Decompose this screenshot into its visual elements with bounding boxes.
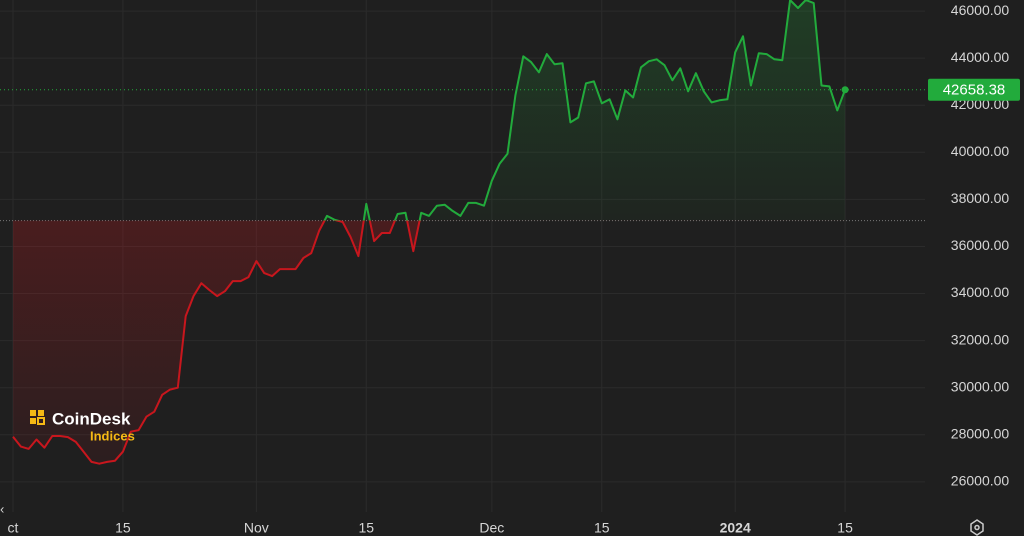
scroll-left[interactable]: ‹ <box>0 501 4 516</box>
x-tick-label: 15 <box>837 520 853 536</box>
x-tick-label: Nov <box>244 520 269 536</box>
price-tag-label: 42658.38 <box>943 82 1006 99</box>
x-tick-label: 15 <box>115 520 131 536</box>
price-line <box>12 0 847 465</box>
y-tick-label: 46000.00 <box>951 2 1010 18</box>
y-tick-label: 34000.00 <box>951 284 1010 300</box>
settings-icon-center <box>974 524 980 531</box>
logo-icon <box>37 417 45 425</box>
price-tag <box>928 78 1020 101</box>
y-tick-label: 26000.00 <box>951 473 1010 489</box>
x-tick-label: 15 <box>358 520 374 536</box>
y-tick-label: 36000.00 <box>951 237 1010 253</box>
baseline-area <box>13 0 846 464</box>
logo-icon <box>30 410 36 416</box>
x-tick-label: ct <box>8 520 19 536</box>
y-tick-label: 30000.00 <box>951 378 1010 394</box>
x-tick-label: 15 <box>594 520 610 536</box>
logo-name: CoinDesk <box>52 409 131 428</box>
y-tick-label: 32000.00 <box>951 331 1010 347</box>
logo-sub: Indices <box>90 428 135 443</box>
logo-icon <box>30 418 36 424</box>
y-tick-label: 40000.00 <box>951 143 1010 159</box>
x-tick-label: 2024 <box>720 520 751 536</box>
logo: CoinDesk Indices <box>30 409 135 443</box>
y-tick-label: 38000.00 <box>951 190 1010 206</box>
logo-icon <box>38 410 44 416</box>
x-tick-label: Dec <box>479 520 504 536</box>
last-point <box>841 86 849 94</box>
y-tick-label: 28000.00 <box>951 425 1010 441</box>
settings-icon[interactable] <box>970 519 984 536</box>
y-tick-label: 44000.00 <box>951 49 1010 65</box>
plot <box>12 0 849 465</box>
